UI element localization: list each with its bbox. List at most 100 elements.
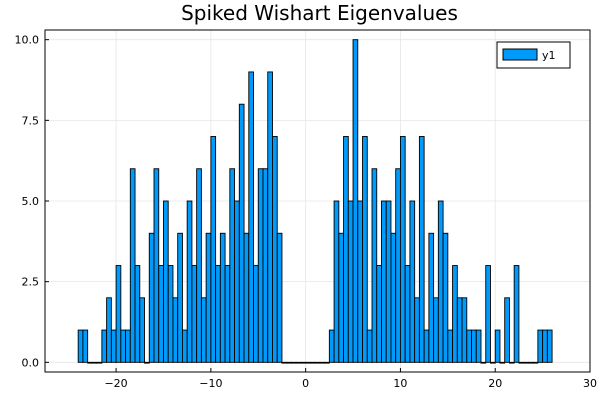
legend-label-y1: y1 <box>542 49 556 62</box>
bar <box>148 232 155 363</box>
bar <box>494 329 501 363</box>
bar <box>163 200 169 363</box>
bar <box>537 329 544 363</box>
bar <box>428 232 435 363</box>
bar <box>319 361 326 364</box>
bar <box>347 200 354 363</box>
bar <box>418 136 425 363</box>
bars <box>77 39 553 364</box>
bar <box>490 361 496 364</box>
bar <box>229 168 236 363</box>
bar <box>286 361 292 364</box>
bar <box>191 265 198 363</box>
bar <box>333 200 340 363</box>
bar <box>357 200 363 363</box>
bar <box>238 103 245 363</box>
bar <box>399 136 406 363</box>
bar <box>172 297 179 363</box>
bar <box>518 361 525 364</box>
bar <box>305 361 311 364</box>
bar <box>115 265 122 363</box>
bar <box>433 297 439 363</box>
bar <box>466 329 472 363</box>
bar <box>409 200 416 363</box>
bar <box>395 168 401 363</box>
bar <box>87 361 93 364</box>
bar <box>181 329 188 363</box>
bar <box>546 329 553 363</box>
bar <box>257 168 264 363</box>
bar <box>452 265 458 363</box>
legend: y1 <box>496 41 571 69</box>
bar <box>91 361 98 364</box>
x-tick-label: 10 <box>393 377 407 390</box>
bar <box>414 297 420 363</box>
bar <box>281 361 288 364</box>
bar <box>290 361 297 364</box>
bar <box>385 200 392 363</box>
bar <box>456 297 463 363</box>
bar <box>224 265 231 363</box>
x-tick-label: 20 <box>488 377 502 390</box>
bar <box>352 39 359 363</box>
bar <box>96 361 103 364</box>
bar <box>499 361 506 364</box>
y-axis: 0.0 2.5 5.0 7.5 10.0 <box>15 34 49 369</box>
bar <box>77 329 84 363</box>
x-tick-label: −20 <box>104 377 127 390</box>
y-tick-label: 0.0 <box>22 356 40 369</box>
y-tick-label: 10.0 <box>15 34 40 47</box>
bar <box>390 232 397 363</box>
bar <box>82 329 89 363</box>
y-tick-label: 2.5 <box>22 276 40 289</box>
bar <box>139 297 145 363</box>
bar <box>129 168 136 363</box>
bar <box>504 297 510 363</box>
bar <box>376 265 382 363</box>
bar <box>471 329 477 363</box>
bar <box>404 265 411 363</box>
bar <box>120 329 127 363</box>
bar <box>532 361 539 364</box>
bar <box>186 200 193 363</box>
bar <box>423 329 430 363</box>
bar <box>442 232 449 363</box>
bar <box>328 329 335 363</box>
bar <box>480 361 487 364</box>
bar <box>158 265 164 363</box>
bar <box>210 136 217 363</box>
bar <box>461 297 468 363</box>
bar <box>167 265 174 363</box>
bar <box>196 168 202 363</box>
x-axis: −20 −10 0 10 20 30 <box>104 368 597 390</box>
chart-title: Spiked Wishart Eigenvalues <box>181 1 458 25</box>
bar <box>219 232 226 363</box>
bar <box>343 136 349 363</box>
bar <box>437 200 444 363</box>
y-tick-label: 7.5 <box>22 114 40 127</box>
bar <box>508 361 515 364</box>
bar <box>523 361 529 364</box>
bar <box>153 168 160 363</box>
bar <box>248 71 254 363</box>
bar <box>205 232 212 363</box>
bar <box>300 361 307 364</box>
bar <box>272 136 278 363</box>
bar <box>362 136 368 363</box>
bar <box>106 297 112 363</box>
x-tick-label: 30 <box>583 377 597 390</box>
x-tick-label: 0 <box>302 377 309 390</box>
bar <box>542 329 548 363</box>
bar <box>295 361 302 364</box>
bar <box>200 297 207 363</box>
x-tick-label: −10 <box>199 377 222 390</box>
bar <box>262 168 269 363</box>
bar <box>253 265 259 363</box>
y-tick-label: 5.0 <box>22 195 40 208</box>
bar <box>338 232 345 363</box>
bar <box>101 329 108 363</box>
legend-swatch <box>502 48 538 61</box>
bar <box>215 265 221 363</box>
bar <box>366 329 373 363</box>
